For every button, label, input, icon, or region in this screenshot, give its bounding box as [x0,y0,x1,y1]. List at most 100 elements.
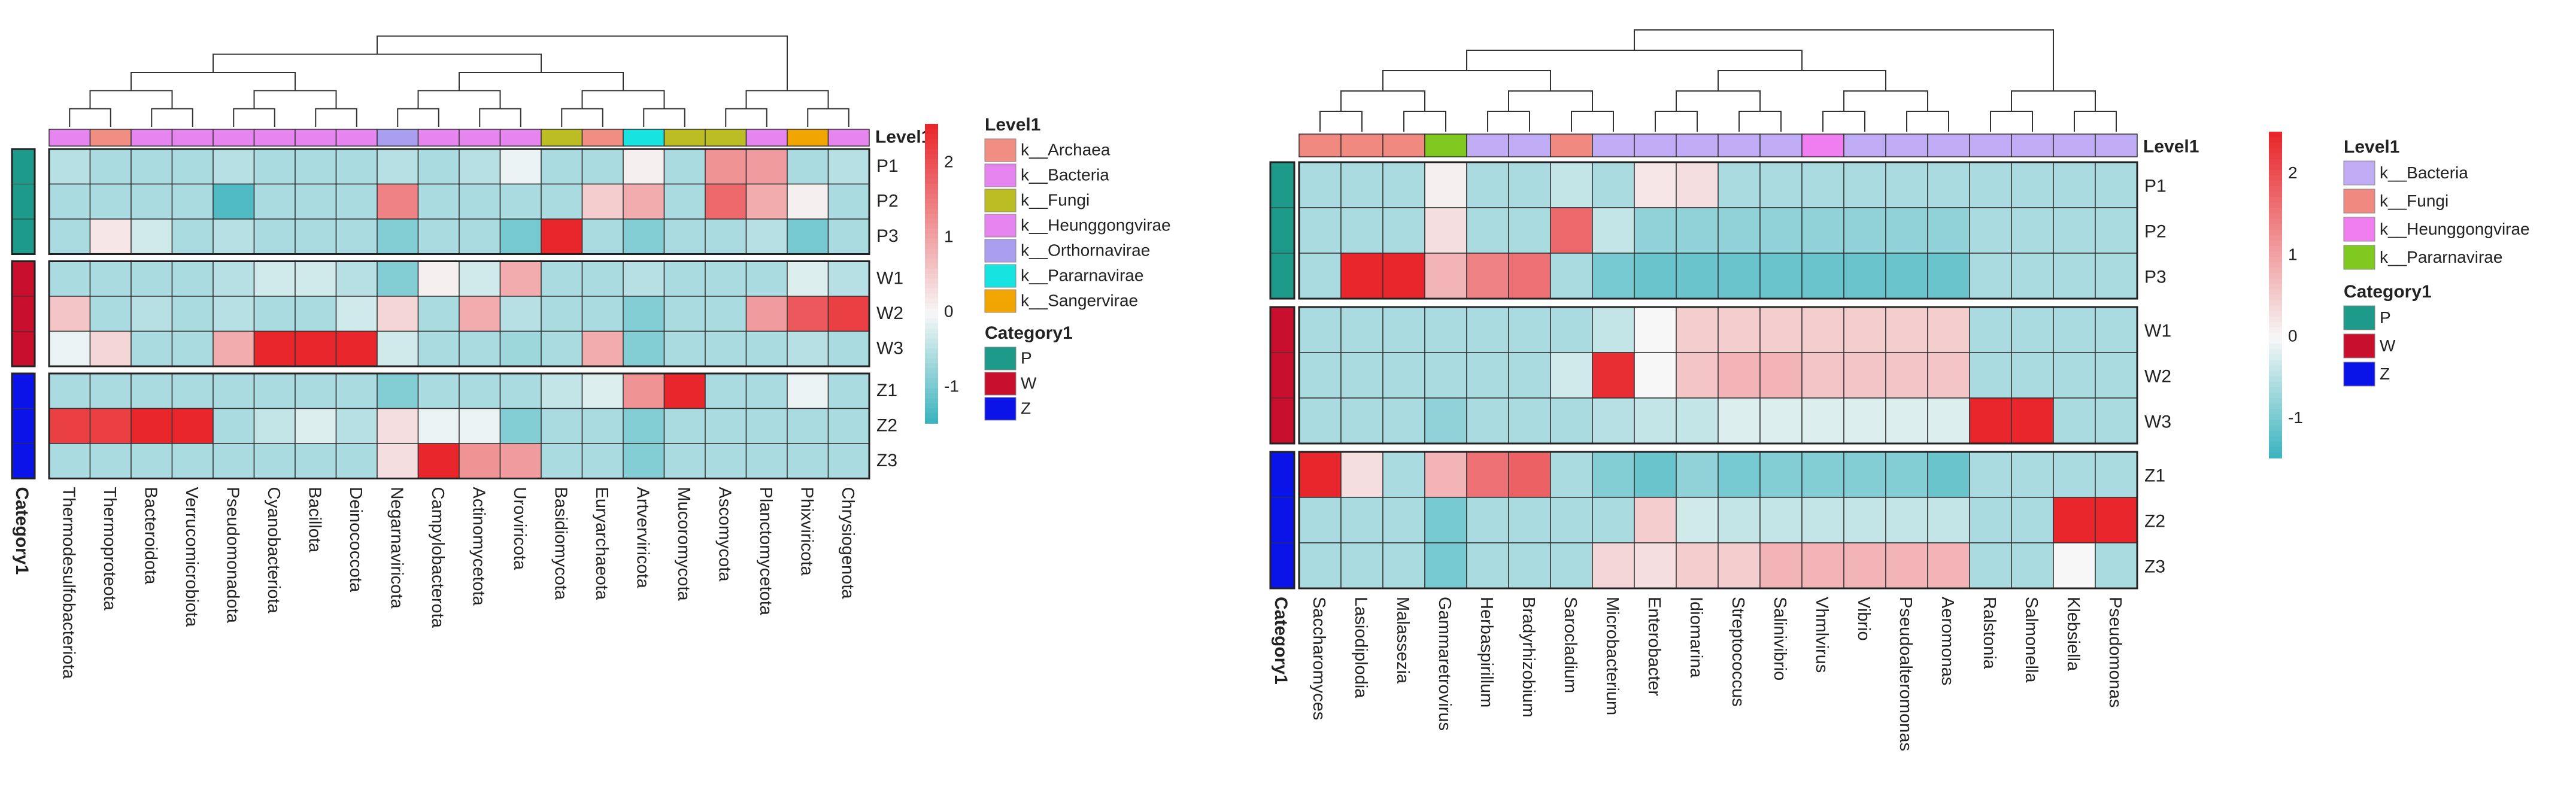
heatmap-cell [1927,162,1970,208]
heatmap-cell [1801,451,1844,498]
heatmap-cell [2095,542,2138,589]
heatmap-cell [459,183,501,220]
dendrogram-branch [397,108,439,127]
heatmap-cell [663,148,706,185]
colorbar-segment [925,124,938,130]
column-label: Microbacterium [1603,597,1622,715]
level1-legend-label: k__Bacteria [1021,165,1109,184]
heatmap-cell [827,296,870,332]
heatmap-cell [213,330,255,367]
row-block-border [1298,161,2138,300]
heatmap-cell [1718,352,1761,399]
heatmap-cell [1801,306,1844,353]
colorbar-segment [925,268,938,274]
heatmap-cell [48,408,91,444]
colorbar-segment [925,178,938,184]
row-block-border [1298,306,2138,445]
heatmap-cell [1927,397,1970,444]
column-label: Deinococcota [346,487,365,593]
heatmap-cell [417,373,460,409]
heatmap-cell [1508,542,1551,589]
heatmap-cell [171,296,214,332]
heatmap-cell [1676,207,1719,254]
colorbar-tick-label: -1 [944,377,959,396]
heatmap-cell [1466,207,1509,254]
column-label: Ralstonia [1980,597,1999,670]
level1-legend-title: Level1 [2344,137,2399,157]
category-legend-title: Category1 [985,323,1073,343]
colorbar-segment [925,184,938,190]
heatmap-cell [705,148,747,185]
column-label: Verrucomicrobiota [182,487,201,628]
heatmap-cell [295,373,337,409]
heatmap-cell [2011,542,2054,589]
heatmap-cell [1885,397,1928,444]
category-block-border [1269,161,1295,300]
level1-annotation-cell [1508,133,1551,157]
colorbar-tick-label: -1 [2288,408,2303,427]
colorbar-segment [2269,333,2282,339]
heatmap-cell [377,218,419,255]
heatmap-cell [787,443,829,479]
colorbar-segment [2269,300,2282,306]
heatmap-cell [1466,397,1509,444]
column-label: Vibrio [1854,597,1873,641]
level1-annotation-cell [2095,133,2138,157]
colorbar-segment [2269,159,2282,165]
heatmap-cell [295,296,337,332]
heatmap-cell [623,408,665,444]
column-label: Phixviricota [797,487,816,576]
heatmap-cell [1508,306,1551,353]
heatmap-cell [1634,451,1677,498]
heatmap-cell [1969,306,2012,353]
heatmap-cell [1801,253,1844,299]
row-label: W3 [2144,412,2171,432]
category-axis-label: Category1 [12,487,32,575]
colorbar-segment [925,163,938,169]
heatmap-cell [787,296,829,332]
heatmap-cell [2011,253,2054,299]
level1-legend-title: Level1 [985,115,1040,135]
heatmap-cell [1340,162,1383,208]
heatmap-cell [171,183,214,220]
row-label: P2 [876,192,899,211]
heatmap-cell [1885,451,1928,498]
colorbar-segment [2269,251,2282,257]
heatmap-cell [1634,497,1677,543]
heatmap-cell [1340,397,1383,444]
column-label: Campylobacterota [428,487,447,628]
column-label: Thermodesulfobacteriota [59,487,78,680]
category-annotation-cell [1270,162,1295,208]
dendrogram-branch [315,108,357,127]
level1-legend-swatch [984,264,1017,288]
heatmap-cell [335,148,378,185]
heatmap-cell [1885,352,1928,399]
heatmap-cell [89,183,132,220]
level1-annotation-cell [745,129,788,147]
level1-annotation-cell [1969,133,2012,157]
colorbar-segment [925,348,938,354]
heatmap-cell [459,218,501,255]
heatmap-cell [335,330,378,367]
heatmap-cell [581,218,624,255]
colorbar-segment [2269,273,2282,280]
heatmap-cell [2011,162,2054,208]
heatmap-cell [745,443,788,479]
heatmap-cell [1843,306,1886,353]
heatmap-cell [541,296,583,332]
heatmap-cell [1298,497,1342,543]
heatmap-cell [1676,306,1719,353]
heatmap-cell [1466,306,1509,353]
colorbar-segment [2269,370,2282,377]
heatmap-cell [1885,497,1928,543]
heatmap-cell [705,296,747,332]
category-axis-label: Category1 [1271,597,1291,685]
level1-legend-swatch [984,189,1017,212]
heatmap-cell [623,373,665,409]
colorbar-segment [2269,446,2282,453]
heatmap-cell [295,330,337,367]
colorbar-segment [925,393,938,399]
category-annotation-cell [11,218,35,254]
row-block-border [1298,451,2138,590]
heatmap-cell [1340,497,1383,543]
